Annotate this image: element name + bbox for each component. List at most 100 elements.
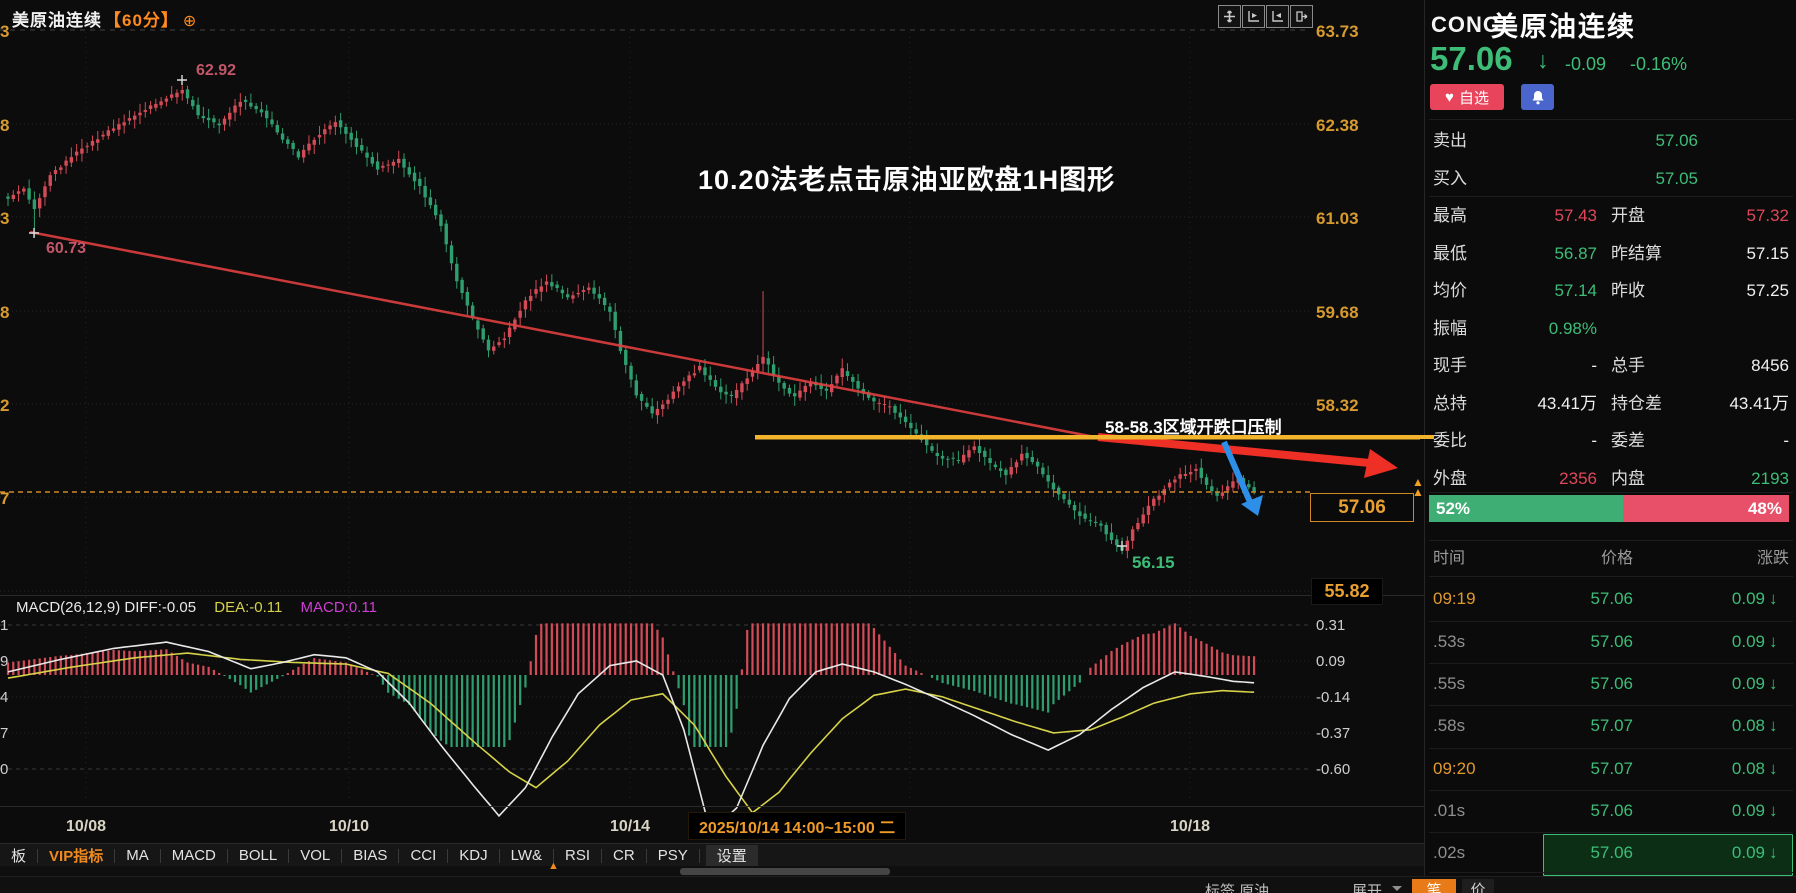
quote-label: 均价 (1433, 281, 1467, 300)
add-watchlist-button[interactable]: ♥ 自选 (1430, 84, 1504, 110)
macd-macd-value: MACD:0.11 (300, 599, 377, 616)
quote-value: 56.87 (1554, 244, 1597, 263)
chart-period[interactable]: 【60分】 (104, 11, 179, 30)
quote-value: 57.15 (1746, 244, 1789, 263)
red-arrow-line[interactable] (1097, 433, 1371, 467)
bell-icon (1532, 90, 1543, 104)
date-tick-label: 10/10 (328, 818, 370, 835)
indicator-tab-设置[interactable]: 设置 (705, 845, 758, 866)
tape-time: .53s (1433, 632, 1466, 651)
down-arrow-icon: ↓ (1769, 843, 1778, 862)
pop-out-icon[interactable] (1290, 5, 1313, 28)
indicator-tab-MA[interactable]: MA (126, 847, 149, 864)
tape-time: .02s (1433, 843, 1466, 862)
watch-button-label: 自选 (1458, 89, 1489, 107)
pan-icon[interactable] (1218, 5, 1241, 28)
price-axis-left-partial: 8 (0, 303, 10, 322)
tape-mode-tab-price[interactable]: 价 (1462, 879, 1494, 893)
outer-ratio-label: 52% (1436, 498, 1471, 518)
tape-row[interactable]: .02s 57.06 0.09 ↓ (1425, 832, 1796, 874)
divider (1429, 540, 1793, 541)
tape-row[interactable]: .55s 57.06 0.09 ↓ (1425, 663, 1796, 705)
down-arrow-icon: ↓ (1769, 759, 1778, 778)
macd-axis-left-partial: 0 (0, 761, 9, 778)
tape-header-change: 涨跌 (1756, 550, 1789, 567)
alert-bell-button[interactable] (1521, 84, 1554, 110)
toolbar-separator (645, 848, 647, 863)
quote-label: 最低 (1433, 244, 1467, 263)
annotation-peak-price: 62.92 (196, 62, 237, 79)
indicator-toolbar: 板 VIP指标 MA MACD BOLL VOL BIAS CCI KDJ LW& RSI CR PSY… (0, 843, 1424, 867)
yellow-resistance-line[interactable] (755, 435, 1420, 440)
cross-marker-peak (177, 75, 187, 85)
red-trendline[interactable] (29, 230, 1101, 440)
indicator-tab-VOL[interactable]: VOL (300, 847, 331, 864)
indicator-tab-CR[interactable]: CR (613, 847, 635, 864)
annotation-headline: 10.20法老点击原油亚欧盘1H图形 (698, 165, 1116, 195)
tape-price: 57.06 (1590, 674, 1633, 693)
quote-value: 43.41万 (1537, 394, 1597, 413)
quote-value: - (1591, 431, 1597, 450)
toolbar-separator (37, 848, 39, 863)
indicator-tab-VIP指标[interactable]: VIP指标 (49, 848, 104, 865)
indicator-tab-BOLL[interactable]: BOLL (238, 847, 278, 864)
macd-formula-diff: MACD(26,12,9) DIFF:-0.05 (16, 599, 197, 616)
quote-row: 均价 57.14 昨收 57.25 (1425, 272, 1796, 309)
indicator-tab-RSI[interactable]: RSI (565, 847, 591, 864)
tape-divider (1429, 621, 1793, 622)
annotation-start-low-price: 60.73 (46, 240, 87, 257)
chart-title-row: 美原油连续 【60分】 ⊕ (12, 6, 197, 31)
toolbar-separator (341, 848, 343, 863)
indicator-pane-right-icon[interactable] (1266, 5, 1289, 28)
tape-row[interactable]: .53s 57.06 0.09 ↓ (1425, 621, 1796, 663)
divider (1429, 196, 1793, 197)
macd-header: MACD(26,12,9) DIFF:-0.05 DEA:-0.11 MACD:… (16, 599, 377, 616)
quote-value: 57.32 (1746, 206, 1789, 225)
tape-time: 09:19 (1433, 589, 1476, 608)
tape-row[interactable]: .58s 57.07 0.08 ↓ (1425, 705, 1796, 747)
indicator-tab-BIAS[interactable]: BIAS (353, 847, 388, 864)
macd-axis-left-partial: 7 (0, 725, 9, 742)
chart-canvas (0, 29, 1420, 833)
toolbar-separator (447, 848, 449, 863)
tape-price: 57.06 (1590, 589, 1633, 608)
tape-time: 09:20 (1433, 759, 1476, 778)
tape-divider (1429, 832, 1793, 833)
quote-label: 买入 (1433, 169, 1467, 188)
tape-mode-tab-tick[interactable]: 笔 (1412, 879, 1456, 893)
add-period-icon[interactable]: ⊕ (182, 13, 198, 30)
tape-row[interactable]: .01s 57.06 0.09 ↓ (1425, 790, 1796, 832)
indicator-tab-PSY[interactable]: PSY (657, 847, 688, 864)
tape-row[interactable]: 09:19 57.06 0.09 ↓ (1425, 578, 1796, 620)
axis-price-marker: ▲ ▲ (1412, 475, 1424, 499)
blue-arrow-line[interactable] (1221, 440, 1253, 504)
scrollbar-thumb[interactable] (680, 868, 890, 875)
tape-change: 0.08 (1731, 716, 1765, 735)
quote-label: 现手 (1433, 356, 1467, 375)
tape-divider (1429, 663, 1793, 664)
expand-button[interactable]: 展开 (1352, 883, 1383, 893)
indicator-pane-left-icon[interactable] (1242, 5, 1265, 28)
red-arrow-head (1364, 449, 1398, 478)
inner-ratio-segment: 48% (1623, 495, 1789, 522)
indicator-tab-MACD[interactable]: MACD (171, 847, 216, 864)
chart-scrollbar[interactable]: ▲ (0, 860, 1424, 876)
indicator-tab-KDJ[interactable]: KDJ (459, 847, 488, 864)
indicator-tab-LW&[interactable]: LW& (510, 847, 543, 864)
quote-value: 57.06 (1655, 131, 1698, 150)
down-arrow-icon: ↓ (1769, 589, 1778, 608)
quote-label: 昨收 (1611, 281, 1645, 300)
quote-value: 2193 (1751, 469, 1789, 488)
tape-price: 57.07 (1590, 759, 1633, 778)
chart-area[interactable]: 美原油连续 【60分】 ⊕ 63.73 62.38 61.03 59.68 58.32 0.3… (0, 0, 1424, 893)
tape-time: .01s (1433, 801, 1466, 820)
outer-ratio-segment: 52% (1429, 495, 1623, 522)
macd-axis-label: 0.09 (1316, 653, 1346, 670)
pane-divider[interactable] (0, 595, 1424, 596)
divider (1429, 576, 1793, 577)
cross-marker-swing-low (1117, 541, 1127, 551)
tape-row[interactable]: 09:20 57.07 0.08 ↓ (1425, 748, 1796, 790)
indicator-tab-板[interactable]: 板 (11, 848, 27, 865)
toolbar-separator (498, 848, 500, 863)
indicator-tab-CCI[interactable]: CCI (410, 847, 437, 864)
